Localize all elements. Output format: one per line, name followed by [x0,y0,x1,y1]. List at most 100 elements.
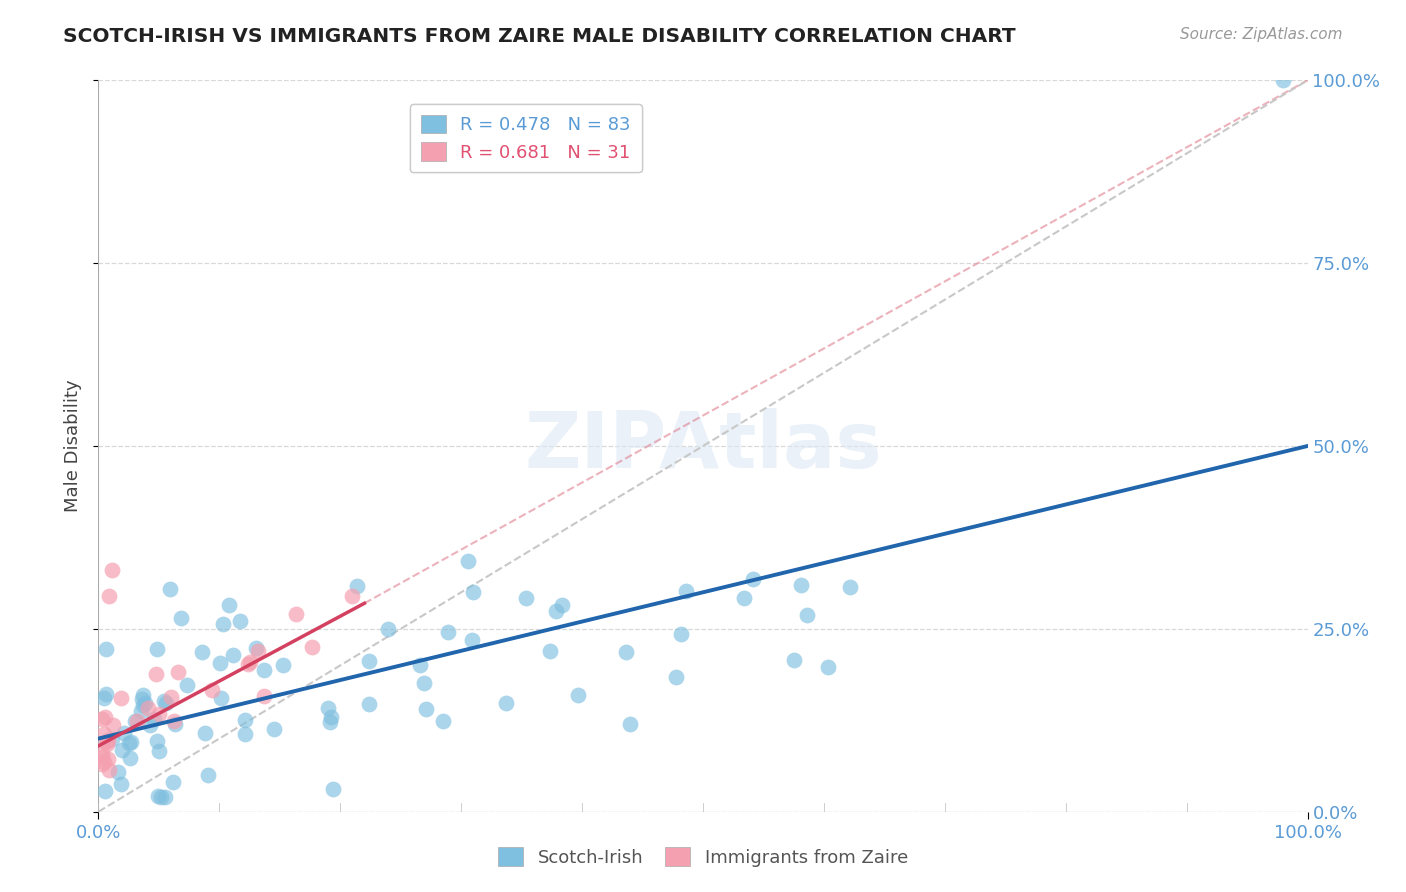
Point [146,789,169,804]
Point [159,690,181,705]
Point [159,582,181,596]
Point [145,667,167,681]
Point [111,743,134,757]
Point [169,611,191,625]
Point [567,688,589,702]
Point [208,657,231,671]
Point [101,731,124,746]
Point [253,690,276,704]
Point [211,617,233,632]
Point [110,777,132,791]
Point [120,735,142,749]
Point [191,645,214,659]
Point [233,726,256,740]
Point [733,591,755,606]
Point [162,775,184,789]
Point [136,701,159,715]
Point [229,614,252,628]
Point [415,702,437,716]
Point [124,714,146,728]
Point [377,622,399,636]
Text: ZIPAtlas: ZIPAtlas [524,408,882,484]
Point [165,717,187,731]
Point [93,690,115,705]
Point [495,696,517,710]
Point [357,654,380,668]
Point [544,604,567,618]
Point [118,751,141,765]
Point [112,726,135,740]
Point [538,643,561,657]
Point [357,698,380,712]
Point [145,641,167,656]
Point [838,580,860,594]
Point [94,687,117,701]
Point [194,725,217,739]
Point [236,657,259,672]
Point [143,712,166,726]
Point [319,714,342,729]
Point [322,782,344,797]
Point [101,718,124,732]
Point [301,640,323,654]
Point [139,718,162,732]
Point [134,696,156,710]
Point [197,768,219,782]
Point [91,756,114,771]
Point [316,701,339,715]
Point [94,710,117,724]
Point [97,733,120,747]
Point [742,572,765,586]
Text: SCOTCH-IRISH VS IMMIGRANTS FROM ZAIRE MALE DISABILITY CORRELATION CHART: SCOTCH-IRISH VS IMMIGRANTS FROM ZAIRE MA… [63,27,1017,45]
Point [239,655,262,669]
Point [346,579,368,593]
Point [155,790,177,805]
Point [284,607,307,621]
Point [342,590,364,604]
Point [209,691,232,706]
Y-axis label: Male Disability: Male Disability [65,380,83,512]
Point [675,584,697,599]
Point [176,678,198,692]
Point [551,598,574,612]
Point [129,704,152,718]
Point [218,598,240,612]
Point [515,591,537,605]
Point [412,675,434,690]
Legend: Scotch-Irish, Immigrants from Zaire: Scotch-Irish, Immigrants from Zaire [491,840,915,874]
Point [131,692,153,706]
Point [245,641,267,656]
Point [148,707,170,722]
Point [166,665,188,680]
Legend: R = 0.478   N = 83, R = 0.681   N = 31: R = 0.478 N = 83, R = 0.681 N = 31 [409,104,641,172]
Point [163,714,186,728]
Point [783,653,806,667]
Point [461,633,484,648]
Point [319,710,342,724]
Point [461,584,484,599]
Point [94,735,117,749]
Point [91,712,114,726]
Point [432,714,454,728]
Point [1272,73,1295,87]
Point [665,670,688,684]
Point [98,763,121,777]
Point [145,734,167,748]
Point [132,688,155,702]
Point [150,790,173,805]
Point [253,663,276,677]
Point [96,737,118,751]
Point [94,784,117,798]
Point [246,643,269,657]
Point [110,691,132,706]
Point [91,747,114,762]
Point [436,625,458,640]
Point [271,657,294,672]
Point [125,714,148,729]
Point [94,642,117,657]
Point [148,744,170,758]
Point [91,750,114,764]
Point [155,696,177,710]
Point [118,735,141,749]
Point [98,589,121,603]
